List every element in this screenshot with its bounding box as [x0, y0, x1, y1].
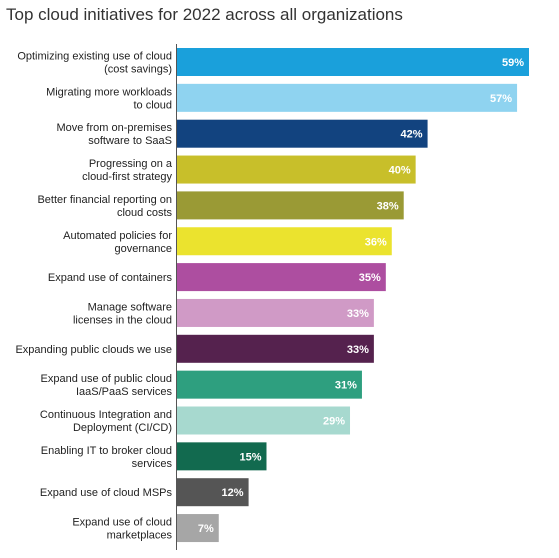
category-label-line: (cost savings) [104, 64, 172, 76]
bar [177, 263, 386, 292]
category-label-line: Optimizing existing use of cloud [17, 51, 172, 63]
bar [177, 155, 416, 184]
category-label: Continuous Integration and Deployment (CI… [40, 409, 172, 434]
category-label-line: cloud costs [117, 207, 173, 219]
bar-value-label: 57% [490, 93, 512, 105]
bar-value-label: 33% [347, 308, 369, 320]
category-label: Expand use of cloud marketplaces [72, 517, 172, 542]
bar-value-label: 33% [347, 344, 369, 356]
category-label-line: Manage software [88, 301, 172, 313]
category-label: Move from on-premises software to SaaS [56, 122, 172, 147]
bar [177, 48, 529, 76]
bar [177, 191, 404, 220]
bar [177, 119, 428, 148]
category-label-line: Expand use of cloud MSPs [40, 487, 173, 499]
category-label-line: services [132, 458, 173, 470]
bar-value-label: 31% [335, 380, 357, 392]
bar-value-label: 40% [389, 165, 411, 177]
bar [177, 334, 374, 363]
category-label: Expand use of containers [48, 272, 173, 284]
category-label-line: Automated policies for [63, 230, 172, 242]
bar-value-label: 7% [198, 523, 214, 535]
category-label: Enabling IT to broker cloud services [41, 445, 173, 470]
bar [177, 514, 219, 543]
bar-value-label: 42% [401, 129, 423, 141]
category-label: Migrating more workloads to cloud [46, 86, 172, 111]
category-label-line: Expanding public clouds we use [15, 344, 172, 356]
category-label-line: licenses in the cloud [73, 314, 172, 326]
bar [177, 298, 374, 327]
category-label-line: Expand use of public cloud [41, 373, 172, 385]
bar [177, 478, 249, 507]
category-label: Expand use of public cloud IaaS/PaaS serv… [41, 373, 173, 398]
bar [177, 370, 362, 399]
category-label-line: Expand use of cloud [72, 517, 172, 529]
category-label-line: Better financial reporting on [37, 194, 172, 206]
category-label-line: governance [115, 243, 173, 255]
category-label: Expanding public clouds we use [15, 344, 172, 356]
category-label-line: Continuous Integration and [40, 409, 172, 421]
category-label: Better financial reporting on cloud costs [37, 194, 172, 219]
category-label: Automated policies for governance [63, 230, 172, 255]
category-label-line: to cloud [133, 99, 172, 111]
category-label-line: IaaS/PaaS services [76, 386, 172, 398]
category-label-line: Enabling IT to broker cloud [41, 445, 172, 457]
bar [177, 442, 267, 471]
chart-title: Top cloud initiatives for 2022 across al… [6, 5, 403, 24]
category-label-line: Expand use of containers [48, 272, 173, 284]
category-label-line: cloud-first strategy [82, 171, 172, 183]
bar-value-label: 29% [323, 416, 345, 428]
bar-value-label: 12% [222, 487, 244, 499]
bar-value-label: 35% [359, 272, 381, 284]
category-label-line: Deployment (CI/CD) [73, 422, 172, 434]
category-label-line: software to SaaS [88, 135, 172, 147]
bar-value-label: 15% [239, 451, 261, 463]
bar [177, 227, 392, 256]
category-label: Expand use of cloud MSPs [40, 487, 173, 499]
category-label-line: Migrating more workloads [46, 86, 172, 98]
category-label-line: Progressing on a [89, 158, 173, 170]
category-label: Optimizing existing use of cloud (cost sa… [17, 51, 172, 76]
bar-value-label: 59% [502, 57, 524, 69]
bar [177, 406, 351, 435]
category-label: Manage software licenses in the cloud [73, 301, 172, 326]
bar-value-label: 36% [365, 236, 387, 248]
category-label-line: marketplaces [107, 530, 173, 542]
category-label-line: Move from on-premises [56, 122, 172, 134]
bar-value-label: 38% [377, 200, 399, 212]
category-label: Progressing on a cloud-first strategy [82, 158, 173, 183]
bar [177, 83, 518, 112]
